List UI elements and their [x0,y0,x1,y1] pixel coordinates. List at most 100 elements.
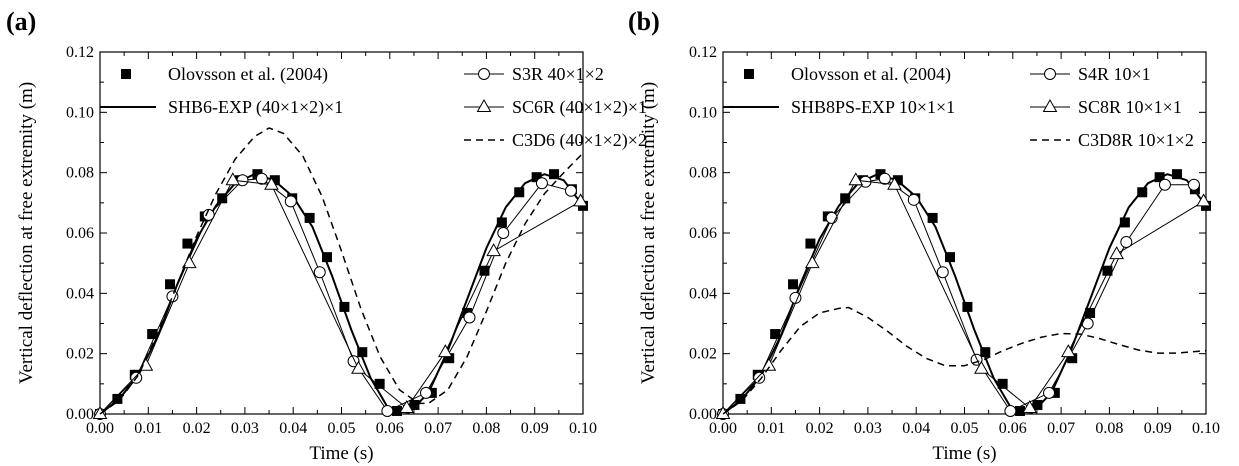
x-tick-label: 0.06 [376,420,404,437]
legend: Olovsson et al. (2004) SHB8PS-EXP 10×1×1 S… [723,64,1194,150]
x-tick-label: 0.03 [854,420,882,437]
data-point [1119,217,1130,228]
legend-symbol [476,98,492,112]
series-connector [99,179,581,415]
data-point [496,217,507,228]
data-point [486,243,502,257]
y-tick-label: 0.02 [66,346,94,363]
x-tick-label: 0.10 [1192,420,1220,437]
chart-panel-a: (a) 0.00 0.01 0.02 0.03 0.04 0.05 0.06 0.07 0.08 0… [6,7,647,464]
y-tick-label: 0.12 [66,44,94,61]
data-point [549,169,560,180]
y-tick-label: 0.04 [66,285,94,302]
data-point [357,347,368,358]
y-tick-label: 0.10 [689,104,717,121]
data-point [381,404,394,417]
data-point [980,347,991,358]
data-point [304,212,315,223]
data-point [735,393,746,404]
data-point [264,176,279,190]
data-point [805,238,816,249]
data-point [927,212,938,223]
data-point [945,252,956,263]
data-point [420,386,433,399]
data-point [1109,246,1125,260]
x-tick-label: 0.05 [328,420,356,437]
data-point [936,266,949,279]
data-point [313,266,326,279]
legend-label: SHB6-EXP (40×1×2)×1 [168,97,343,118]
x-axis-title: Time (s) [932,443,996,464]
series-3 [715,172,1211,419]
legend-label: Olovsson et al. (2004) [168,64,328,85]
data-point [463,311,476,324]
y-tick-label: 0.08 [66,165,94,182]
x-tick-label: 0.04 [279,420,307,437]
legend-label: C3D6 (40×1×2)×2 [512,130,647,151]
data-point [1137,187,1148,198]
x-tick-label: 0.10 [569,420,597,437]
y-axis-title: Vertical deflection at free extremity (m… [16,82,37,384]
data-point [92,405,108,419]
panel-label: (a) [6,7,36,36]
data-point [1085,307,1096,318]
data-point [409,399,420,410]
data-point [374,378,385,389]
legend-label: Olovsson et al. (2004) [791,64,951,85]
data-point [182,238,193,249]
data-point [535,177,548,190]
y-tick-label: 0.06 [66,225,94,242]
data-point [1187,178,1200,191]
y-tick-label: 0.02 [689,346,717,363]
x-tick-label: 0.01 [757,420,785,437]
data-point [255,172,268,185]
x-tick-label: 0.09 [521,420,549,437]
legend-label: S3R 40×1×2 [512,64,604,84]
data-point [753,371,766,384]
legend-label: SHB8PS-EXP 10×1×1 [791,97,955,117]
x-tick-label: 0.00 [709,420,737,437]
data-point [1158,178,1171,191]
x-tick-label: 0.03 [231,420,259,437]
data-point [181,255,197,269]
legend-symbol [744,69,754,79]
data-point [497,227,510,239]
series-3 [92,172,588,419]
x-tick-label: 0.04 [902,420,930,437]
data-point [166,290,179,303]
x-tick-label: 0.02 [806,420,834,437]
y-tick-label: 0.12 [689,44,717,61]
data-point [351,360,366,374]
data-point [284,195,297,208]
x-tick-label: 0.08 [1095,420,1123,437]
series-line [99,127,584,415]
x-tick-label: 0.07 [1047,420,1075,437]
data-point [165,279,176,290]
data-point [715,405,731,419]
series-4 [99,127,584,415]
series-line [722,306,1207,415]
data-point [112,393,123,404]
x-tick-label: 0.09 [1144,420,1172,437]
legend-symbol [478,68,490,80]
data-point [907,193,920,206]
x-tick-label: 0.01 [134,420,162,437]
legend-label: S4R 10×1 [1078,64,1151,84]
y-tick-label: 0.00 [689,406,717,423]
data-point [878,172,891,185]
data-point [997,378,1008,389]
data-point [564,184,577,197]
data-point [1022,399,1038,413]
data-point [225,172,241,186]
legend-symbol [1044,68,1056,80]
data-point [322,252,333,263]
y-tick-label: 0.00 [66,406,94,423]
x-tick-label: 0.00 [86,420,114,437]
x-tick-label: 0.06 [999,420,1027,437]
data-point [1043,386,1056,399]
data-point [1120,236,1133,249]
data-point [962,301,973,312]
y-tick-label: 0.08 [689,165,717,182]
data-point [1067,353,1078,364]
data-point [770,329,781,340]
